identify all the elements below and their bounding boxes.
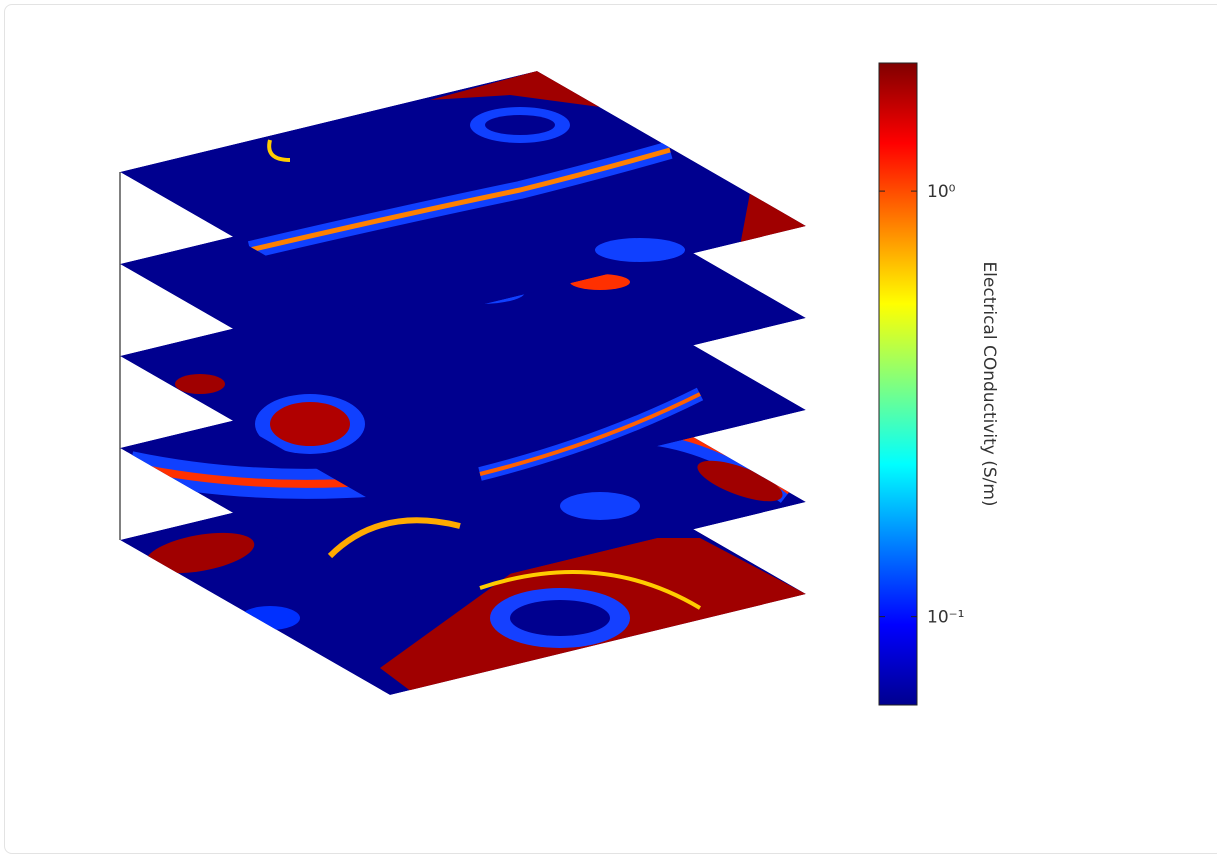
slice (120, 71, 806, 327)
colorbar-tick-label: 10⁻¹ (927, 608, 964, 628)
colorbar (878, 62, 918, 706)
colorbar-label: Electrical COnductivity (S/m) (979, 261, 999, 506)
colorbar-tick-label: 10⁰ (927, 182, 956, 202)
